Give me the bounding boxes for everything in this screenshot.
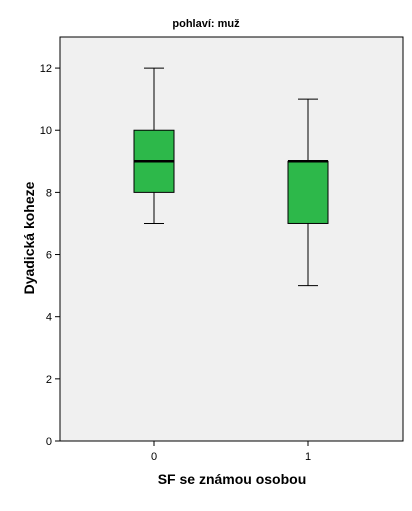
boxes-group — [133, 67, 329, 287]
box-0 — [133, 67, 175, 224]
x-tick-label: 0 — [151, 451, 157, 463]
plot-area — [59, 36, 404, 442]
y-tick-label: 12 — [40, 63, 52, 75]
x-axis-title: SF se známou osobou — [158, 471, 307, 487]
box-iqr — [287, 160, 329, 224]
y-tick-label: 10 — [40, 125, 52, 137]
y-tick-label: 6 — [46, 250, 52, 262]
y-tick-label: 0 — [46, 436, 52, 448]
y-tick-label: 8 — [46, 187, 52, 199]
panel-title: pohlaví: muž — [172, 18, 240, 30]
box-1 — [287, 98, 329, 287]
y-tick-label: 4 — [46, 312, 52, 324]
y-axis-title: Dyadická koheze — [21, 181, 37, 294]
y-axis: 0 2 4 6 8 10 12 — [40, 63, 60, 448]
x-tick-label: 1 — [305, 451, 311, 463]
y-tick-label: 2 — [46, 374, 52, 386]
